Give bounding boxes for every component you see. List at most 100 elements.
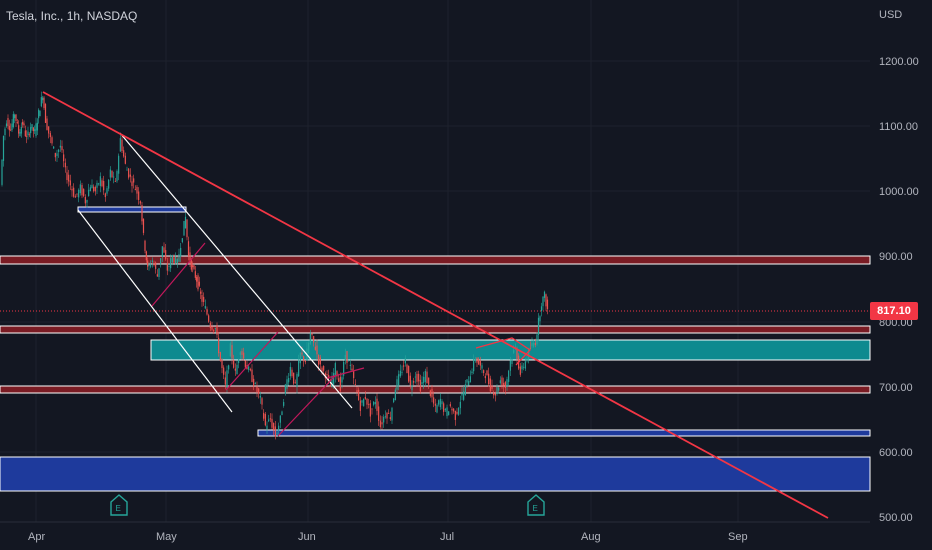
price-axis: 1200.00 1100.00 1000.00 900.00 800.00 70…: [879, 56, 919, 524]
support-line-975[interactable]: [77, 206, 187, 213]
price-tick-800: 800.00: [879, 317, 913, 329]
candle-body: [533, 343, 535, 347]
candle-body: [108, 179, 110, 189]
candle-body: [183, 220, 185, 236]
candle-body: [214, 328, 216, 329]
candle-body: [444, 409, 446, 411]
candle-body: [288, 377, 290, 383]
price-tick-1200: 1200.00: [879, 56, 919, 68]
candle-body: [189, 252, 191, 263]
candle-body: [28, 134, 30, 136]
candle-body: [193, 265, 195, 270]
candle-body: [274, 426, 276, 437]
candle-body: [261, 398, 263, 405]
candle-body: [473, 358, 475, 372]
candle-body: [138, 191, 140, 201]
breakout-sketch[interactable]: [475, 337, 531, 366]
candle-body: [213, 329, 215, 331]
candle-body: [103, 180, 105, 191]
candle-body: [147, 260, 149, 267]
candle-body: [368, 404, 370, 405]
candle-body: [471, 371, 473, 374]
candle-body: [226, 370, 228, 388]
candle-body: [119, 138, 121, 152]
candle-body: [463, 391, 465, 400]
candle-body: [241, 351, 243, 355]
candle-body: [24, 130, 26, 137]
candle-body: [359, 400, 361, 411]
candle-body: [30, 127, 32, 134]
candle-body: [398, 374, 400, 386]
candle-body: [44, 103, 47, 123]
candle-body: [31, 124, 33, 129]
candle-body: [181, 238, 183, 243]
candle-body: [286, 379, 288, 389]
candle-body: [542, 296, 544, 307]
candle-body: [170, 258, 172, 269]
candle-body: [376, 398, 378, 411]
candle-body: [481, 365, 483, 369]
candle-body: [7, 118, 9, 127]
candle-body: [171, 255, 173, 263]
candle-body: [299, 352, 301, 364]
candle-body: [198, 281, 200, 286]
candle-body: [386, 413, 388, 419]
candle-body: [155, 262, 157, 269]
candle-body: [78, 189, 80, 198]
candle-body: [61, 146, 63, 151]
earnings-marker-apr[interactable]: E: [110, 494, 128, 516]
resistance-band-790[interactable]: [0, 325, 871, 334]
candle-body: [540, 306, 543, 312]
candle-body: [192, 265, 194, 268]
candle-body: [318, 354, 320, 365]
support-band-700[interactable]: [0, 385, 871, 394]
candle-body: [483, 370, 485, 374]
earnings-marker-jul[interactable]: E: [527, 494, 545, 516]
candle-body: [453, 408, 455, 412]
candle-body: [354, 384, 356, 385]
candle-body: [279, 415, 281, 423]
candle-body: [414, 376, 416, 378]
candle-body: [454, 410, 456, 420]
candle-body: [59, 145, 61, 148]
candle-body: [474, 359, 476, 361]
candle-body: [58, 149, 60, 152]
candle-body: [259, 395, 261, 398]
candle-body: [253, 378, 255, 387]
candle-body: [266, 425, 268, 430]
candle-body: [178, 254, 180, 262]
candle-body: [238, 359, 240, 363]
candle-body: [504, 381, 506, 389]
candle-body: [339, 376, 341, 391]
candle-body: [431, 388, 433, 398]
candle-body: [416, 373, 418, 382]
descending-trendline[interactable]: [42, 91, 829, 519]
candle-body: [511, 359, 513, 365]
candle-body: [93, 186, 95, 192]
candle-body: [81, 185, 83, 196]
pattern-lines[interactable]: [151, 242, 365, 437]
candle-body: [150, 265, 152, 267]
candle-body: [158, 268, 160, 277]
descending-channel[interactable]: [77, 132, 353, 413]
candle-body: [10, 129, 12, 131]
time-tick-aug: Aug: [581, 531, 601, 543]
candle-body: [366, 398, 368, 405]
candle-body: [96, 182, 98, 188]
candle-body: [458, 408, 460, 415]
candle-body: [99, 176, 101, 186]
candle-body: [358, 389, 360, 401]
candle-body: [496, 386, 498, 395]
candle-body: [56, 153, 58, 157]
candle-body: [249, 369, 251, 371]
candle-body: [331, 376, 333, 388]
blue-demand-zone[interactable]: [0, 456, 871, 492]
candle-body: [388, 413, 390, 414]
resistance-band-900[interactable]: [0, 255, 871, 265]
candle-body: [233, 360, 235, 368]
time-axis: Apr May Jun Jul Aug Sep: [28, 531, 748, 543]
candle-body: [383, 416, 385, 423]
support-line-630[interactable]: [257, 429, 871, 437]
candle-body: [468, 381, 470, 386]
